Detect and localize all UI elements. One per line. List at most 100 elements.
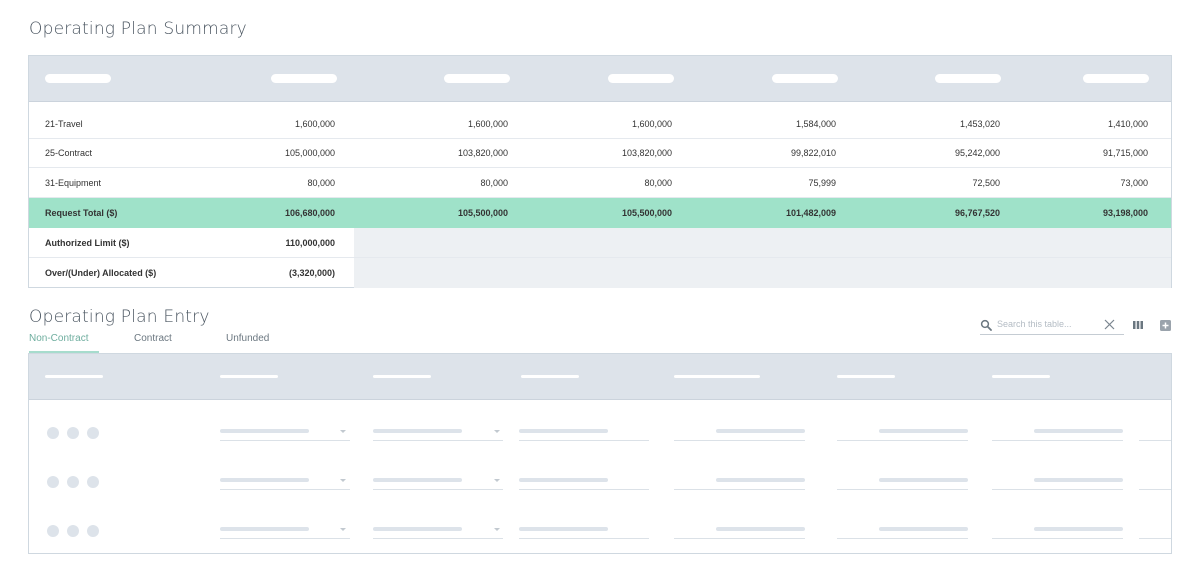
header-placeholder [45, 375, 103, 378]
dropdown-placeholder[interactable] [220, 429, 309, 433]
authorized-limit-row: Authorized Limit ($) 110,000,000 [29, 228, 1171, 258]
add-icon[interactable] [1160, 320, 1171, 331]
input-placeholder[interactable] [879, 429, 968, 433]
cell-value: 72,500 [972, 178, 1000, 188]
field-underline [220, 538, 350, 539]
header-placeholder [45, 74, 111, 83]
tab-non-contract[interactable]: Non-Contract [29, 333, 89, 344]
field-underline [992, 489, 1123, 490]
field-underline [992, 538, 1123, 539]
total-value: 96,767,520 [954, 208, 1000, 218]
search-icon [980, 319, 992, 331]
entry-title: Operating Plan Entry [29, 307, 210, 327]
empty-cells [354, 228, 1171, 257]
field-underline [837, 440, 968, 441]
field-underline [1139, 489, 1171, 490]
total-value: 93,198,000 [1102, 208, 1148, 218]
columns-icon[interactable] [1133, 321, 1143, 329]
cell-value: 103,820,000 [457, 148, 508, 158]
summary-table-header [29, 56, 1171, 102]
placeholder-dot [47, 427, 59, 439]
input-placeholder[interactable] [716, 429, 805, 433]
field-underline [1139, 440, 1171, 441]
input-placeholder[interactable] [519, 478, 608, 482]
placeholder-dot [67, 476, 79, 488]
chevron-down-icon [494, 430, 500, 433]
table-row: 21-Travel 1,600,000 1,600,000 1,600,000 … [29, 109, 1171, 139]
chevron-down-icon [494, 528, 500, 531]
input-placeholder[interactable] [1034, 478, 1123, 482]
input-placeholder[interactable] [716, 478, 805, 482]
search-input[interactable] [997, 319, 1097, 329]
dropdown-placeholder[interactable] [373, 527, 462, 531]
entry-table-header [29, 354, 1171, 400]
over-under-row: Over/(Under) Allocated ($) (3,320,000) [29, 258, 1171, 288]
cell-value: 1,600,000 [294, 119, 335, 129]
field-underline [837, 489, 968, 490]
input-placeholder[interactable] [1034, 429, 1123, 433]
tab-unfunded[interactable]: Unfunded [226, 333, 270, 344]
total-value: 105,500,000 [457, 208, 508, 218]
header-placeholder [674, 375, 760, 378]
header-placeholder [271, 74, 337, 83]
over-under-value: (3,320,000) [288, 268, 335, 278]
dropdown-placeholder[interactable] [220, 527, 309, 531]
cell-value: 103,820,000 [621, 148, 672, 158]
field-underline [674, 538, 805, 539]
placeholder-dot [67, 525, 79, 537]
dropdown-placeholder[interactable] [373, 429, 462, 433]
row-label: Over/(Under) Allocated ($) [45, 268, 157, 278]
field-underline [837, 538, 968, 539]
total-value: 105,500,000 [621, 208, 672, 218]
row-label: 31-Equipment [45, 178, 102, 188]
tab-contract[interactable]: Contract [134, 333, 172, 344]
input-placeholder[interactable] [716, 527, 805, 531]
row-label: Request Total ($) [45, 208, 118, 218]
cell-value: 80,000 [307, 178, 335, 188]
cell-value: 80,000 [480, 178, 508, 188]
cell-value: 105,000,000 [284, 148, 335, 158]
field-underline [220, 440, 350, 441]
close-icon[interactable] [1104, 319, 1115, 330]
input-placeholder[interactable] [519, 429, 608, 433]
chevron-down-icon [340, 430, 346, 433]
cell-value: 95,242,000 [954, 148, 1000, 158]
field-underline [373, 489, 503, 490]
empty-cells [354, 258, 1171, 288]
cell-value: 1,600,000 [631, 119, 672, 129]
dropdown-placeholder[interactable] [373, 478, 462, 482]
field-underline [373, 440, 503, 441]
cell-value: 1,584,000 [795, 119, 836, 129]
dropdown-placeholder[interactable] [220, 478, 309, 482]
header-placeholder [521, 375, 579, 378]
header-placeholder [220, 375, 278, 378]
input-placeholder[interactable] [879, 527, 968, 531]
total-value: 106,680,000 [284, 208, 335, 218]
row-label: 25-Contract [45, 148, 93, 158]
header-placeholder [608, 74, 674, 83]
header-placeholder [444, 74, 510, 83]
field-underline [373, 538, 503, 539]
entry-table [28, 353, 1172, 554]
header-placeholder [992, 375, 1050, 378]
input-placeholder[interactable] [519, 527, 608, 531]
cell-value: 75,999 [808, 178, 836, 188]
chevron-down-icon [340, 479, 346, 482]
header-placeholder [772, 74, 838, 83]
field-underline [1139, 538, 1171, 539]
placeholder-dot [87, 476, 99, 488]
chevron-down-icon [340, 528, 346, 531]
active-tab-indicator [29, 351, 99, 353]
summary-title: Operating Plan Summary [29, 19, 247, 39]
table-search [980, 318, 1124, 335]
input-placeholder[interactable] [1034, 527, 1123, 531]
cell-value: 1,600,000 [467, 119, 508, 129]
input-placeholder[interactable] [879, 478, 968, 482]
chevron-down-icon [494, 479, 500, 482]
authorized-limit-value: 110,000,000 [285, 238, 335, 248]
field-underline [220, 489, 350, 490]
field-underline [519, 489, 649, 490]
header-placeholder [1083, 74, 1149, 83]
field-underline [674, 440, 805, 441]
field-underline [519, 538, 649, 539]
